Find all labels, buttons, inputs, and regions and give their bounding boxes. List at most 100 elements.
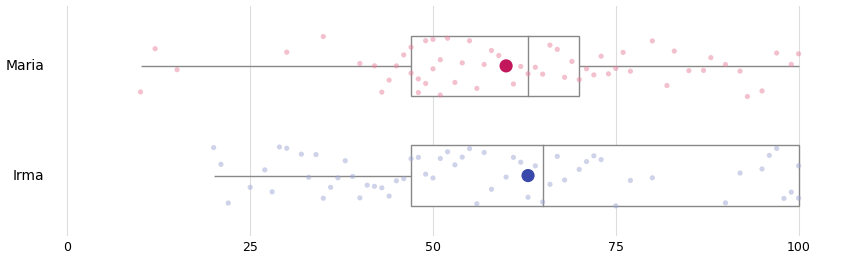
Point [544,182,557,186]
Point [389,179,403,183]
Point [316,196,330,200]
Point [682,69,695,73]
Point [616,50,630,55]
Point [514,160,527,164]
Point [667,49,681,53]
Point [550,154,564,158]
Point [360,183,374,187]
Point [499,175,513,179]
Point [784,190,798,194]
Point [411,155,425,159]
Point [770,51,784,55]
Point [536,72,550,76]
Point [594,54,608,58]
Point [427,37,440,42]
Point [316,34,330,38]
Point [265,190,279,194]
Bar [411,145,799,206]
Point [215,162,228,166]
Point [536,200,550,204]
Point [148,47,162,51]
Point [441,150,455,154]
Point [463,39,477,43]
Point [404,45,418,49]
Point [734,69,747,73]
Point [740,94,754,99]
Point [470,202,483,206]
Point [397,53,410,57]
Point [777,196,790,200]
Point [661,83,674,88]
Point [477,62,491,67]
Point [492,53,505,57]
Point [528,65,542,69]
Point [258,168,271,172]
Point [419,39,432,43]
Point [404,71,418,75]
Point [762,153,776,158]
Point [485,187,499,191]
Point [397,177,410,181]
Point [792,52,806,56]
Point [448,163,461,167]
Point [558,178,572,182]
Point [792,196,806,200]
Point [587,154,600,158]
Point [346,174,360,179]
Point [294,152,308,156]
Point [756,167,769,171]
Point [514,64,527,69]
Point [382,194,396,198]
Point [792,164,806,168]
Point [433,93,447,97]
Point [645,39,659,43]
Point [419,172,432,176]
Point [756,89,769,93]
Point [463,147,477,151]
Point [645,176,659,180]
Point [602,72,616,76]
Point [207,146,220,150]
Point [565,59,578,63]
Point [353,61,366,66]
Point [704,56,717,60]
Point [587,73,600,77]
Point [448,80,461,84]
Point [404,157,418,161]
Point [368,64,382,68]
Bar [411,36,579,96]
Point [331,176,344,180]
Point [594,158,608,162]
Point [528,164,542,168]
Point [273,145,287,149]
Point [784,62,798,67]
Point [419,81,432,86]
Point [134,90,148,94]
Point [697,68,711,73]
Point [499,64,513,68]
Point [280,146,293,150]
Point [506,155,520,159]
Point [375,90,388,94]
Point [572,77,586,82]
Point [353,196,366,200]
Point [324,185,338,189]
Point [455,61,469,65]
Point [382,78,396,82]
Point [522,195,535,199]
Point [623,178,637,183]
Point [427,176,440,180]
Point [280,50,293,54]
Point [375,186,388,190]
Point [718,62,732,67]
Point [580,159,594,164]
Point [433,157,447,161]
Point [338,159,352,163]
Point [485,48,499,53]
Point [368,184,382,188]
Point [441,36,455,40]
Point [455,155,469,159]
Point [770,146,784,151]
Point [609,66,622,70]
Point [302,175,315,179]
